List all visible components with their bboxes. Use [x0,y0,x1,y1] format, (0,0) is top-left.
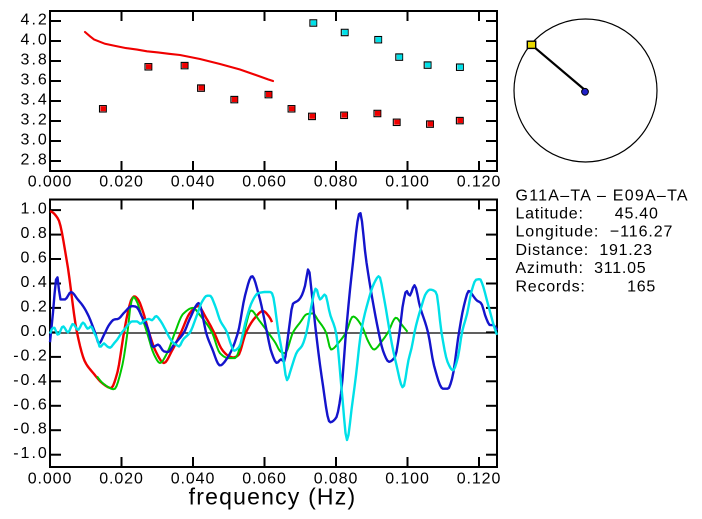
svg-text:0.000: 0.000 [28,471,73,488]
svg-text:0.080: 0.080 [314,471,359,488]
svg-text:0.4: 0.4 [21,274,49,291]
svg-text:0.120: 0.120 [457,173,502,190]
svg-text:3.4: 3.4 [21,92,49,109]
svg-text:3.8: 3.8 [21,52,49,69]
svg-text:0.100: 0.100 [385,173,430,190]
svg-text:0.020: 0.020 [99,173,144,190]
svg-text:4.0: 4.0 [21,32,49,49]
svg-text:0.020: 0.020 [99,471,144,488]
svg-text:0.060: 0.060 [242,471,287,488]
svg-text:Distance: 191.23: Distance: 191.23 [516,242,653,259]
svg-text:G11A–TA – E09A–TA: G11A–TA – E09A–TA [516,187,689,204]
svg-text:0.2: 0.2 [21,298,49,315]
svg-text:0.0: 0.0 [21,323,49,340]
svg-text:Latitude: 45.40: Latitude: 45.40 [516,206,659,223]
svg-text:-0.8: -0.8 [13,421,49,438]
svg-text:frequency (Hz): frequency (Hz) [189,484,357,510]
svg-text:-1.0: -1.0 [13,445,49,462]
svg-text:1.0: 1.0 [21,201,49,218]
svg-text:Records: 165: Records: 165 [516,278,657,295]
svg-text:0.8: 0.8 [21,225,49,242]
svg-text:3.6: 3.6 [21,72,49,89]
svg-text:0.6: 0.6 [21,250,49,267]
svg-text:0.120: 0.120 [457,471,502,488]
svg-text:-0.6: -0.6 [13,396,49,413]
svg-text:3.2: 3.2 [21,112,49,129]
svg-text:0.060: 0.060 [242,173,287,190]
svg-text:0.040: 0.040 [171,173,216,190]
svg-text:0.100: 0.100 [385,471,430,488]
svg-text:4.2: 4.2 [21,12,49,29]
svg-text:0.000: 0.000 [28,173,73,190]
svg-text:-0.2: -0.2 [13,347,49,364]
svg-text:Azimuth: 311.05: Azimuth: 311.05 [516,260,647,277]
svg-text:0.080: 0.080 [314,173,359,190]
svg-text:3.0: 3.0 [21,132,49,149]
svg-text:2.8: 2.8 [21,152,49,169]
svg-text:Longitude: −116.27: Longitude: −116.27 [516,224,674,241]
svg-text:-0.4: -0.4 [13,372,49,389]
svg-text:0.040: 0.040 [171,471,216,488]
